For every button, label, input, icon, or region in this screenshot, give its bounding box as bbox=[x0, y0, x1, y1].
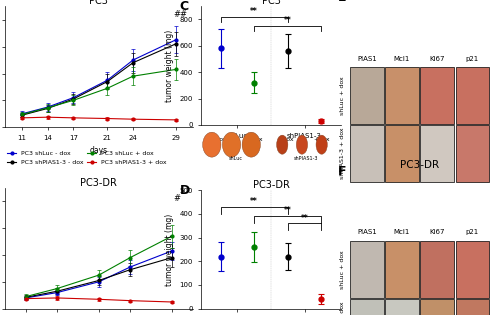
Bar bbox=[455, 241, 490, 298]
Bar bbox=[350, 67, 384, 124]
Title: PC3: PC3 bbox=[90, 0, 108, 6]
Ellipse shape bbox=[297, 135, 307, 154]
Text: **: ** bbox=[284, 207, 292, 215]
Y-axis label: tumor weight (mg): tumor weight (mg) bbox=[165, 213, 174, 285]
Bar bbox=[420, 299, 454, 315]
Text: Mcl1: Mcl1 bbox=[394, 56, 410, 62]
Text: PIAS1: PIAS1 bbox=[357, 229, 377, 235]
Text: -dox: -dox bbox=[281, 137, 295, 142]
Ellipse shape bbox=[242, 132, 260, 157]
Text: C: C bbox=[179, 0, 189, 13]
Text: shLuc: shLuc bbox=[229, 156, 243, 161]
Title: PC3: PC3 bbox=[261, 0, 280, 6]
Text: **: ** bbox=[250, 197, 258, 206]
Text: **: ** bbox=[284, 16, 292, 26]
Text: p21: p21 bbox=[466, 229, 479, 235]
Text: Mcl1: Mcl1 bbox=[394, 229, 410, 235]
Bar bbox=[385, 241, 419, 298]
Ellipse shape bbox=[222, 132, 241, 157]
Bar bbox=[455, 299, 490, 315]
Y-axis label: tumor weight (mg): tumor weight (mg) bbox=[165, 30, 174, 102]
Text: F: F bbox=[338, 164, 346, 178]
Text: Ki67: Ki67 bbox=[430, 56, 445, 62]
Text: ##: ## bbox=[173, 10, 187, 19]
Text: **: ** bbox=[300, 214, 308, 223]
Text: +dox: +dox bbox=[246, 137, 262, 142]
Text: PIAS1: PIAS1 bbox=[357, 56, 377, 62]
Text: +dox: +dox bbox=[313, 137, 330, 142]
Text: #: # bbox=[174, 194, 181, 203]
Bar bbox=[385, 299, 419, 315]
Legend: PC3 shLuc - dox, PC3 shPIAS1-3 - dox, PC3 shLuc + dox, PC3 shPIAS1-3 + dox: PC3 shLuc - dox, PC3 shPIAS1-3 - dox, PC… bbox=[4, 149, 169, 167]
Text: shPIAS1-3 + dox: shPIAS1-3 + dox bbox=[340, 301, 345, 315]
Text: shLuc + dox: shLuc + dox bbox=[340, 76, 345, 115]
Bar bbox=[420, 241, 454, 298]
Text: E: E bbox=[338, 0, 346, 4]
Title: PC3-DR: PC3-DR bbox=[80, 178, 117, 188]
Text: shPIAS1-3 + dox: shPIAS1-3 + dox bbox=[340, 128, 345, 180]
Ellipse shape bbox=[277, 135, 288, 154]
Bar bbox=[350, 299, 384, 315]
Ellipse shape bbox=[202, 132, 221, 157]
Bar bbox=[420, 125, 454, 182]
Title: PC3-DR: PC3-DR bbox=[252, 180, 290, 190]
Bar bbox=[455, 67, 490, 124]
Text: shLuc + dox: shLuc + dox bbox=[340, 250, 345, 289]
X-axis label: days: days bbox=[90, 146, 108, 156]
Bar bbox=[350, 241, 384, 298]
Bar bbox=[455, 125, 490, 182]
Bar bbox=[420, 67, 454, 124]
Text: p21: p21 bbox=[466, 56, 479, 62]
Bar bbox=[350, 125, 384, 182]
Text: **: ** bbox=[250, 7, 258, 16]
Text: shPIAS1-3: shPIAS1-3 bbox=[294, 156, 318, 161]
Text: -dox: -dox bbox=[214, 137, 228, 142]
Bar bbox=[385, 67, 419, 124]
Text: D: D bbox=[179, 184, 190, 197]
Bar bbox=[385, 125, 419, 182]
Text: PC3-DR: PC3-DR bbox=[400, 160, 439, 170]
Ellipse shape bbox=[316, 135, 327, 154]
Text: Ki67: Ki67 bbox=[430, 229, 445, 235]
